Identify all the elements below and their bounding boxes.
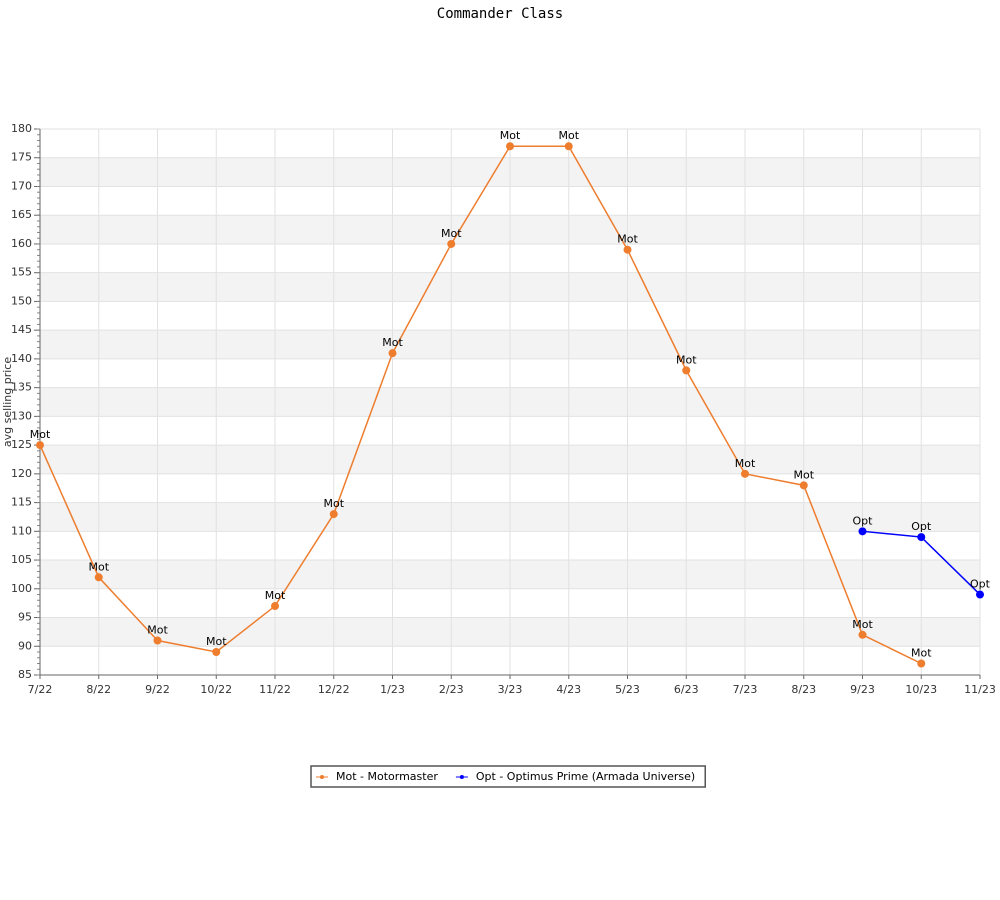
y-tick-label: 150 — [11, 294, 32, 307]
data-label: Mot — [735, 457, 756, 470]
x-tick-label: 2/23 — [439, 683, 464, 696]
x-tick-label: 11/23 — [964, 683, 996, 696]
data-point — [976, 590, 984, 599]
y-tick-label: 145 — [11, 323, 32, 336]
data-point — [564, 142, 573, 151]
y-tick-label: 120 — [11, 467, 32, 480]
y-tick-label: 130 — [11, 409, 32, 422]
y-tick-label: 180 — [11, 122, 32, 135]
x-tick-label: 8/22 — [86, 683, 111, 696]
x-tick-label: 9/22 — [145, 683, 170, 696]
legend-marker — [320, 775, 324, 779]
data-point — [682, 366, 691, 375]
data-point — [212, 648, 221, 657]
legend-box — [310, 765, 706, 788]
x-tick-label: 1/23 — [380, 683, 405, 696]
data-label: Opt — [853, 514, 874, 527]
data-label: Mot — [30, 428, 51, 441]
data-point — [623, 245, 632, 254]
y-tick-label: 135 — [11, 381, 32, 394]
y-tick-label: 160 — [11, 237, 32, 250]
data-point — [799, 481, 808, 490]
y-tick-label: 125 — [11, 438, 32, 451]
y-tick-label: 170 — [11, 179, 32, 192]
data-point — [36, 441, 44, 450]
y-tick-label: 100 — [11, 582, 32, 595]
data-point — [917, 659, 926, 668]
y-tick-label: 115 — [11, 496, 32, 509]
y-tick-label: 110 — [11, 524, 32, 537]
data-label: Opt — [911, 520, 932, 533]
data-point — [741, 469, 749, 478]
data-label: Mot — [793, 468, 814, 481]
x-tick-label: 12/22 — [318, 683, 350, 696]
legend: Mot - Motormaster Opt - Optimus Prime (Ar… — [310, 765, 706, 788]
legend-marker — [459, 775, 464, 779]
data-point — [506, 142, 514, 151]
data-label: Mot — [441, 227, 462, 240]
x-tick-label: 11/22 — [259, 683, 291, 696]
data-point — [271, 602, 279, 611]
data-label: Mot — [558, 129, 579, 142]
data-point — [153, 636, 162, 645]
y-tick-label: 90 — [18, 639, 32, 652]
y-tick-label: 165 — [11, 208, 32, 221]
y-tick-label: 85 — [18, 668, 32, 681]
data-label: Mot — [617, 233, 638, 246]
x-tick-label: 4/23 — [556, 683, 581, 696]
y-axis-label: avg selling price — [1, 357, 14, 447]
legend-label: Mot - Motormaster — [336, 770, 438, 783]
chart-title: Commander Class — [437, 6, 563, 22]
series-line — [39, 145, 922, 665]
legend-label: Opt - Optimus Prime (Armada Universe) — [476, 770, 695, 783]
data-label: Mot — [852, 618, 873, 631]
data-point — [388, 349, 397, 358]
y-tick-label: 105 — [11, 553, 32, 566]
y-tick-label: 140 — [11, 352, 32, 365]
x-tick-label: 6/23 — [674, 683, 699, 696]
data-label: Mot — [500, 129, 521, 142]
data-point — [917, 533, 926, 542]
data-label: Mot — [206, 635, 227, 648]
x-tick-label: 7/22 — [28, 683, 53, 696]
x-tick-label: 10/23 — [905, 683, 937, 696]
y-tick-label: 95 — [18, 611, 32, 624]
data-label: Mot — [147, 624, 168, 637]
data-label: Mot — [265, 589, 286, 602]
x-tick-label: 3/23 — [498, 683, 523, 696]
data-label: Mot — [382, 336, 403, 349]
x-tick-label: 9/23 — [850, 683, 875, 696]
y-tick-label: 155 — [11, 266, 32, 279]
y-tick-label: 175 — [11, 151, 32, 164]
data-label: Mot — [323, 497, 344, 510]
data-label: Opt — [970, 578, 991, 591]
data-point — [447, 239, 456, 248]
data-point — [329, 510, 338, 519]
x-tick-label: 10/22 — [200, 683, 232, 696]
data-point — [858, 527, 867, 536]
data-label: Mot — [911, 647, 932, 660]
data-point — [94, 573, 103, 582]
x-tick-label: 7/23 — [733, 683, 758, 696]
x-tick-label: 8/23 — [791, 683, 816, 696]
data-label: Mot — [676, 353, 697, 366]
x-tick-label: 5/23 — [615, 683, 640, 696]
data-label: Mot — [88, 560, 109, 573]
data-point — [858, 630, 867, 639]
